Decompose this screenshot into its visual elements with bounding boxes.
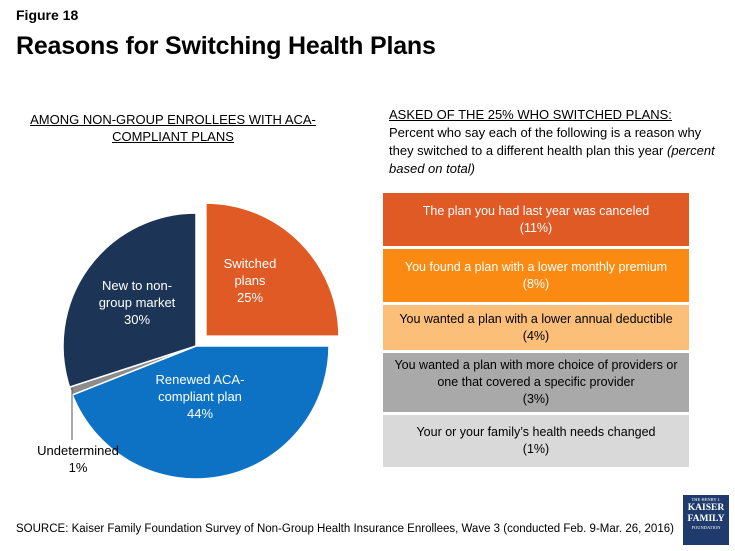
pie-label-renewed: Renewed ACA-compliant plan 44%: [156, 372, 245, 421]
logo-line-2: KAISER: [687, 503, 725, 513]
pie-label-switched: Switched plans 25%: [224, 256, 277, 305]
source-note: SOURCE: Kaiser Family Foundation Survey …: [16, 523, 674, 535]
bar-heading: ASKED OF THE 25% WHO SWITCHED PLANS: Per…: [389, 106, 719, 178]
logo-line-3: FAMILY: [687, 514, 725, 524]
reason-bar-lower-premium: You found a plan with a lower monthly pr…: [383, 249, 689, 302]
pie-slice-new-to-market: [62, 212, 197, 389]
reasons-bar-list: The plan you had last year was canceled …: [383, 193, 689, 470]
pie-label-new-to-market: New to non-group market 30%: [99, 278, 176, 327]
reason-label: The plan you had last year was canceled: [422, 203, 650, 218]
reason-label: Your or your family’s health needs chang…: [416, 425, 656, 439]
figure-label: Figure 18: [16, 7, 79, 23]
pie-heading: AMONG NON-GROUP ENROLLEES WITH ACA-COMPL…: [30, 112, 316, 144]
kff-logo: THE HENRY J. KAISER FAMILY FOUNDATION: [683, 495, 729, 545]
reason-value: (4%): [522, 328, 550, 343]
reason-bar-lower-deductible: You wanted a plan with a lower annual de…: [383, 305, 689, 350]
reason-label: You wanted a plan with more choice of pr…: [394, 358, 678, 389]
reason-value: (1%): [522, 442, 550, 456]
reason-bar-health-needs: Your or your family’s health needs chang…: [383, 415, 689, 467]
page-title: Reasons for Switching Health Plans: [16, 32, 436, 60]
bar-heading-plain: Percent who say each of the following is…: [389, 125, 702, 158]
reason-label: You wanted a plan with a lower annual de…: [399, 311, 673, 326]
pie-label-undetermined: Undetermined 1%: [37, 443, 119, 475]
bar-heading-underlined: ASKED OF THE 25% WHO SWITCHED PLANS:: [389, 107, 672, 122]
logo-line-4: FOUNDATION: [691, 525, 721, 530]
reason-label: You found a plan with a lower monthly pr…: [404, 259, 668, 274]
reason-bar-canceled: The plan you had last year was canceled …: [383, 193, 689, 246]
logo-line-1: THE HENRY J.: [691, 497, 721, 502]
reason-value: (3%): [522, 392, 550, 406]
reason-value: (11%): [519, 220, 553, 235]
bar-heading-italic: (percent based on total): [389, 143, 715, 176]
reason-value: (8%): [522, 276, 550, 291]
reason-bar-provider-choice: You wanted a plan with more choice of pr…: [383, 353, 689, 412]
pie-slice-renewed: [71, 345, 330, 480]
pie-slice-switched: [205, 202, 340, 337]
